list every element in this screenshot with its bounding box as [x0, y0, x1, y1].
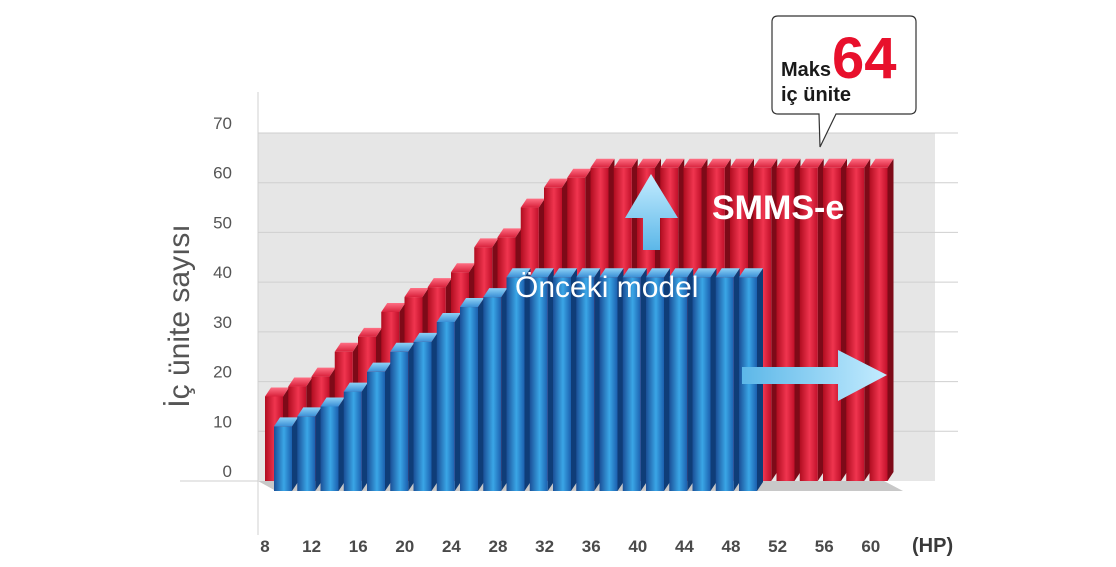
y-tick-label: 50 — [213, 213, 232, 232]
arrow-right-icon — [742, 350, 887, 401]
y-axis-label: İç ünite sayısı — [163, 224, 196, 407]
y-tick-label: 10 — [213, 412, 232, 431]
callout: Maks 64 iç ünite — [771, 15, 917, 148]
previous-model-bar — [576, 268, 601, 491]
previous-model-bar — [646, 268, 670, 491]
y-tick-label: 20 — [213, 363, 232, 382]
x-axis-unit: (HP) — [912, 535, 953, 557]
y-tick-label: 0 — [223, 462, 232, 481]
previous-model-bar — [343, 382, 368, 491]
y-tick-label: 30 — [213, 313, 232, 332]
x-tick-label: 12 — [302, 537, 321, 556]
callout-bubble — [771, 15, 917, 148]
previous-model-bar — [715, 268, 740, 491]
x-tick-label: 56 — [815, 537, 834, 556]
previous-model-bar — [622, 268, 647, 491]
x-tick-label: 28 — [489, 537, 508, 556]
y-tick-label: 60 — [213, 164, 232, 183]
previous-model-bar — [390, 342, 415, 491]
previous-model-bar — [413, 332, 438, 491]
previous-model-bar — [460, 298, 484, 491]
x-tick-label: 44 — [675, 537, 694, 556]
previous-model-bar — [367, 362, 391, 491]
previous-model-bar — [274, 417, 298, 491]
y-tick-label: 70 — [213, 114, 232, 133]
previous-model-bar — [529, 268, 554, 491]
smms-e-bar — [869, 158, 894, 482]
x-tick-label: 48 — [722, 537, 741, 556]
x-tick-label: 32 — [535, 537, 554, 556]
x-tick-label: 24 — [442, 537, 461, 556]
x-tick-labels: 8 12 16 20 24 28 32 36 40 44 48 52 56 60 — [260, 537, 880, 556]
x-tick-label: 16 — [349, 537, 368, 556]
x-tick-label: 52 — [768, 537, 787, 556]
smms-e-bar — [823, 158, 847, 482]
arrow-up-icon — [625, 174, 678, 250]
y-tick-labels: 0 10 20 30 40 50 60 70 — [213, 114, 232, 481]
series-label-previous-model: Önceki model — [515, 271, 698, 304]
previous-model-bar — [739, 268, 763, 491]
callout-number: 64 — [832, 26, 897, 91]
series-label-smms-e: SMMS-e — [712, 189, 844, 227]
x-tick-label: 40 — [628, 537, 647, 556]
previous-model-bar — [320, 397, 345, 491]
previous-model-bar — [297, 407, 322, 491]
smms-e-bar — [799, 158, 824, 482]
previous-model-bar — [483, 288, 508, 491]
x-tick-label: 8 — [260, 537, 269, 556]
previous-model-bar — [553, 268, 577, 491]
callout-maks: Maks — [781, 59, 831, 81]
x-tick-label: 20 — [395, 537, 414, 556]
callout-ic-unite: iç ünite — [781, 84, 851, 106]
previous-model-bar — [599, 268, 624, 491]
previous-model-bar — [692, 268, 717, 491]
y-tick-label: 40 — [213, 263, 232, 282]
x-tick-label: 36 — [582, 537, 601, 556]
smms-e-bar — [846, 158, 871, 482]
previous-model-bars — [274, 268, 763, 491]
previous-model-bar — [506, 268, 531, 491]
x-tick-label: 60 — [861, 537, 880, 556]
previous-model-bar — [436, 312, 461, 491]
smms-e-bar — [776, 158, 801, 482]
previous-model-bar — [669, 268, 694, 491]
